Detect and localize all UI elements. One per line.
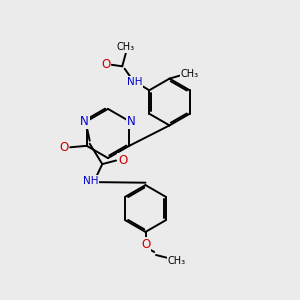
Text: N: N bbox=[80, 115, 89, 128]
Text: NH: NH bbox=[82, 176, 98, 186]
Text: CH₃: CH₃ bbox=[181, 69, 199, 79]
Text: CH₃: CH₃ bbox=[117, 42, 135, 52]
Text: O: O bbox=[141, 238, 150, 251]
Text: CH₃: CH₃ bbox=[168, 256, 186, 266]
Text: O: O bbox=[101, 58, 110, 71]
Text: NH: NH bbox=[127, 77, 142, 87]
Text: N: N bbox=[127, 115, 136, 128]
Text: O: O bbox=[118, 154, 127, 167]
Text: O: O bbox=[59, 141, 68, 154]
